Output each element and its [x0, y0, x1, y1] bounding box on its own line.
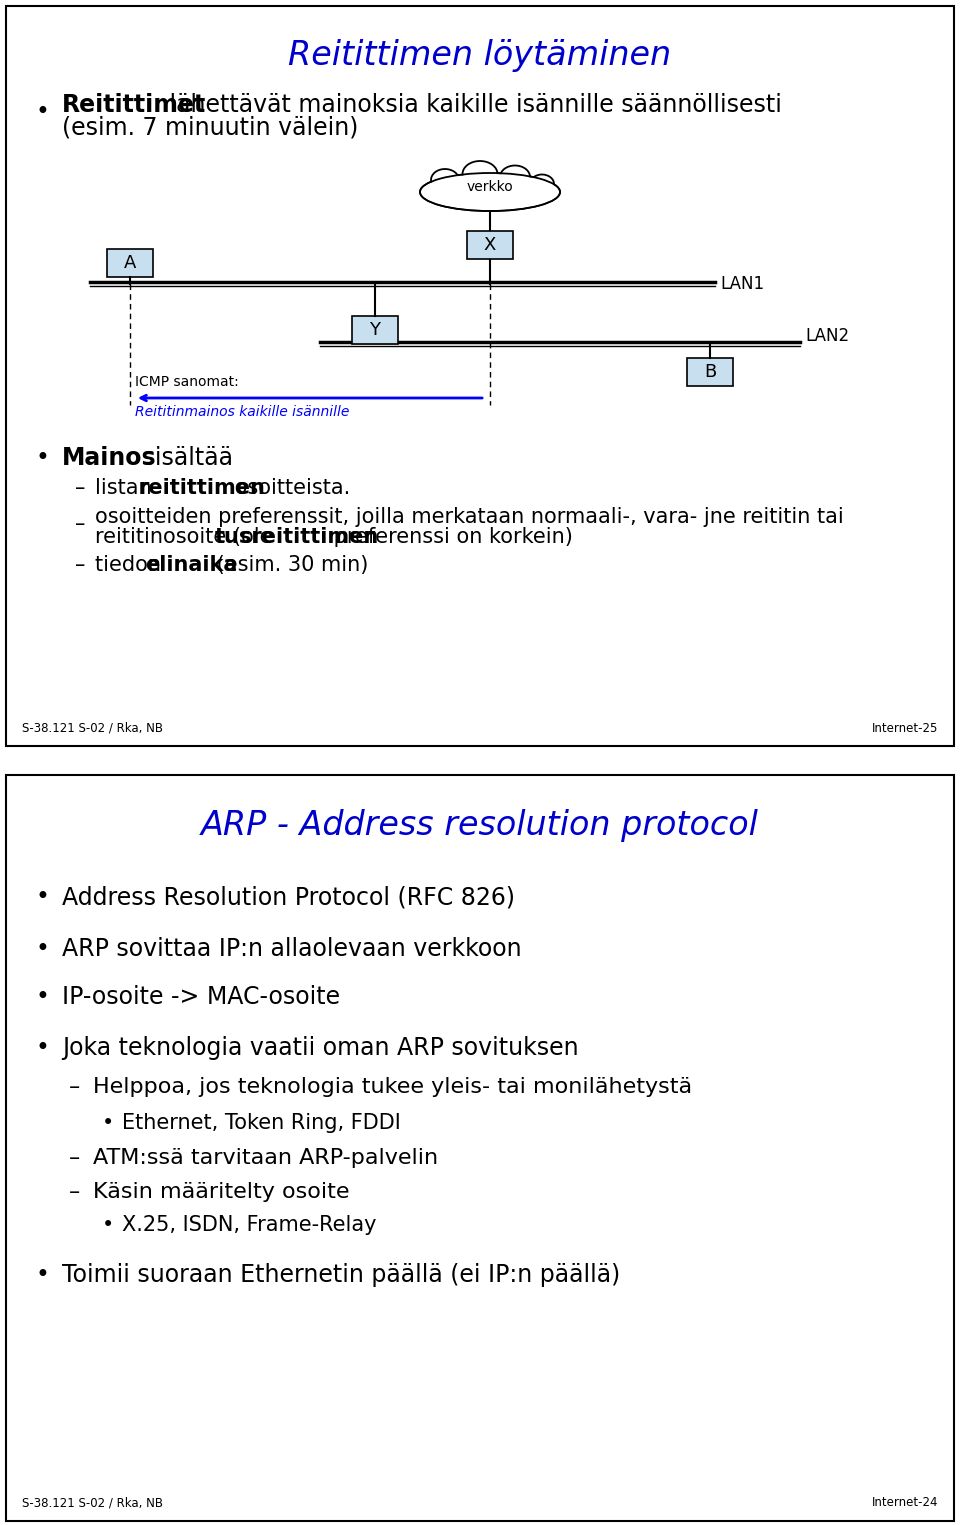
Text: osoitteiden preferenssit, joilla merkataan normaali-, vara- jne reititin tai: osoitteiden preferenssit, joilla merkata… [95, 506, 844, 528]
Text: –: – [75, 514, 85, 534]
Text: •: • [36, 884, 49, 909]
Text: verkko: verkko [467, 180, 514, 194]
Ellipse shape [530, 174, 554, 194]
Text: listan: listan [95, 477, 158, 499]
Ellipse shape [421, 174, 559, 210]
Text: •: • [36, 445, 49, 470]
Text: –: – [69, 1182, 81, 1202]
Ellipse shape [463, 162, 497, 188]
Text: ICMP sanomat:: ICMP sanomat: [135, 375, 239, 389]
Text: Address Resolution Protocol (RFC 826): Address Resolution Protocol (RFC 826) [62, 884, 515, 909]
Text: S-38.121 S-02 / Rka, NB: S-38.121 S-02 / Rka, NB [22, 721, 163, 735]
Text: ATM:ssä tarvitaan ARP-palvelin: ATM:ssä tarvitaan ARP-palvelin [93, 1148, 438, 1168]
Text: tiedon: tiedon [95, 555, 168, 575]
Text: Käsin määritelty osoite: Käsin määritelty osoite [93, 1182, 349, 1202]
Text: Internet-24: Internet-24 [872, 1496, 938, 1510]
Text: Reitittimen löytäminen: Reitittimen löytäminen [288, 38, 672, 72]
Text: LAN1: LAN1 [720, 274, 764, 293]
FancyBboxPatch shape [687, 358, 733, 386]
Text: X.25, ISDN, Frame-Relay: X.25, ISDN, Frame-Relay [122, 1215, 376, 1235]
Text: •: • [36, 1035, 49, 1060]
Text: Y: Y [370, 320, 380, 339]
Text: LAN2: LAN2 [805, 326, 850, 345]
Text: ARP sovittaa IP:n allaolevaan verkkoon: ARP sovittaa IP:n allaolevaan verkkoon [62, 936, 521, 961]
Text: •: • [102, 1113, 114, 1133]
Text: •: • [36, 101, 49, 124]
Text: •: • [36, 936, 49, 961]
Text: –: – [69, 1077, 81, 1096]
Ellipse shape [431, 169, 459, 191]
Text: B: B [704, 363, 716, 381]
Text: IP-osoite -> MAC-osoite: IP-osoite -> MAC-osoite [62, 985, 340, 1010]
Text: X: X [484, 236, 496, 255]
Text: reitittimen: reitittimen [138, 477, 265, 499]
Text: (esim. 7 minuutin välein): (esim. 7 minuutin välein) [62, 116, 358, 140]
Text: Reititinmainos kaikille isännille: Reititinmainos kaikille isännille [135, 406, 349, 419]
Text: –: – [75, 555, 85, 575]
Text: A: A [124, 255, 136, 271]
Text: sisältää: sisältää [135, 445, 233, 470]
FancyBboxPatch shape [6, 6, 954, 746]
Text: preferenssi on korkein): preferenssi on korkein) [327, 528, 573, 547]
FancyBboxPatch shape [467, 230, 513, 259]
Text: –: – [69, 1148, 81, 1168]
FancyBboxPatch shape [6, 775, 954, 1520]
FancyBboxPatch shape [107, 249, 153, 278]
Ellipse shape [500, 166, 530, 189]
Text: S-38.121 S-02 / Rka, NB: S-38.121 S-02 / Rka, NB [22, 1496, 163, 1510]
Text: ARP - Address resolution protocol: ARP - Address resolution protocol [201, 808, 759, 842]
Text: elinaika: elinaika [145, 555, 237, 575]
Text: lähettävät mainoksia kaikille isännille säännöllisesti: lähettävät mainoksia kaikille isännille … [162, 93, 781, 117]
Text: (esim. 30 min): (esim. 30 min) [210, 555, 369, 575]
Text: reititinosoite (ole: reititinosoite (ole [95, 528, 273, 547]
Text: Reitittimet: Reitittimet [62, 93, 206, 117]
Text: osoitteista.: osoitteista. [228, 477, 350, 499]
Text: Joka teknologia vaatii oman ARP sovituksen: Joka teknologia vaatii oman ARP sovituks… [62, 1035, 579, 1060]
Text: Mainos: Mainos [62, 445, 156, 470]
Text: •: • [36, 985, 49, 1010]
Text: –: – [75, 477, 85, 499]
Text: Toimii suoraan Ethernetin päällä (ei IP:n päällä): Toimii suoraan Ethernetin päällä (ei IP:… [62, 1263, 620, 1287]
Text: Helppoa, jos teknologia tukee yleis- tai monilähetystä: Helppoa, jos teknologia tukee yleis- tai… [93, 1077, 692, 1096]
FancyBboxPatch shape [352, 316, 398, 345]
Text: tusreitittimen: tusreitittimen [215, 528, 379, 547]
Text: Internet-25: Internet-25 [872, 721, 938, 735]
Text: Ethernet, Token Ring, FDDI: Ethernet, Token Ring, FDDI [122, 1113, 400, 1133]
Text: •: • [102, 1215, 114, 1235]
Ellipse shape [420, 172, 560, 210]
Text: •: • [36, 1263, 49, 1287]
